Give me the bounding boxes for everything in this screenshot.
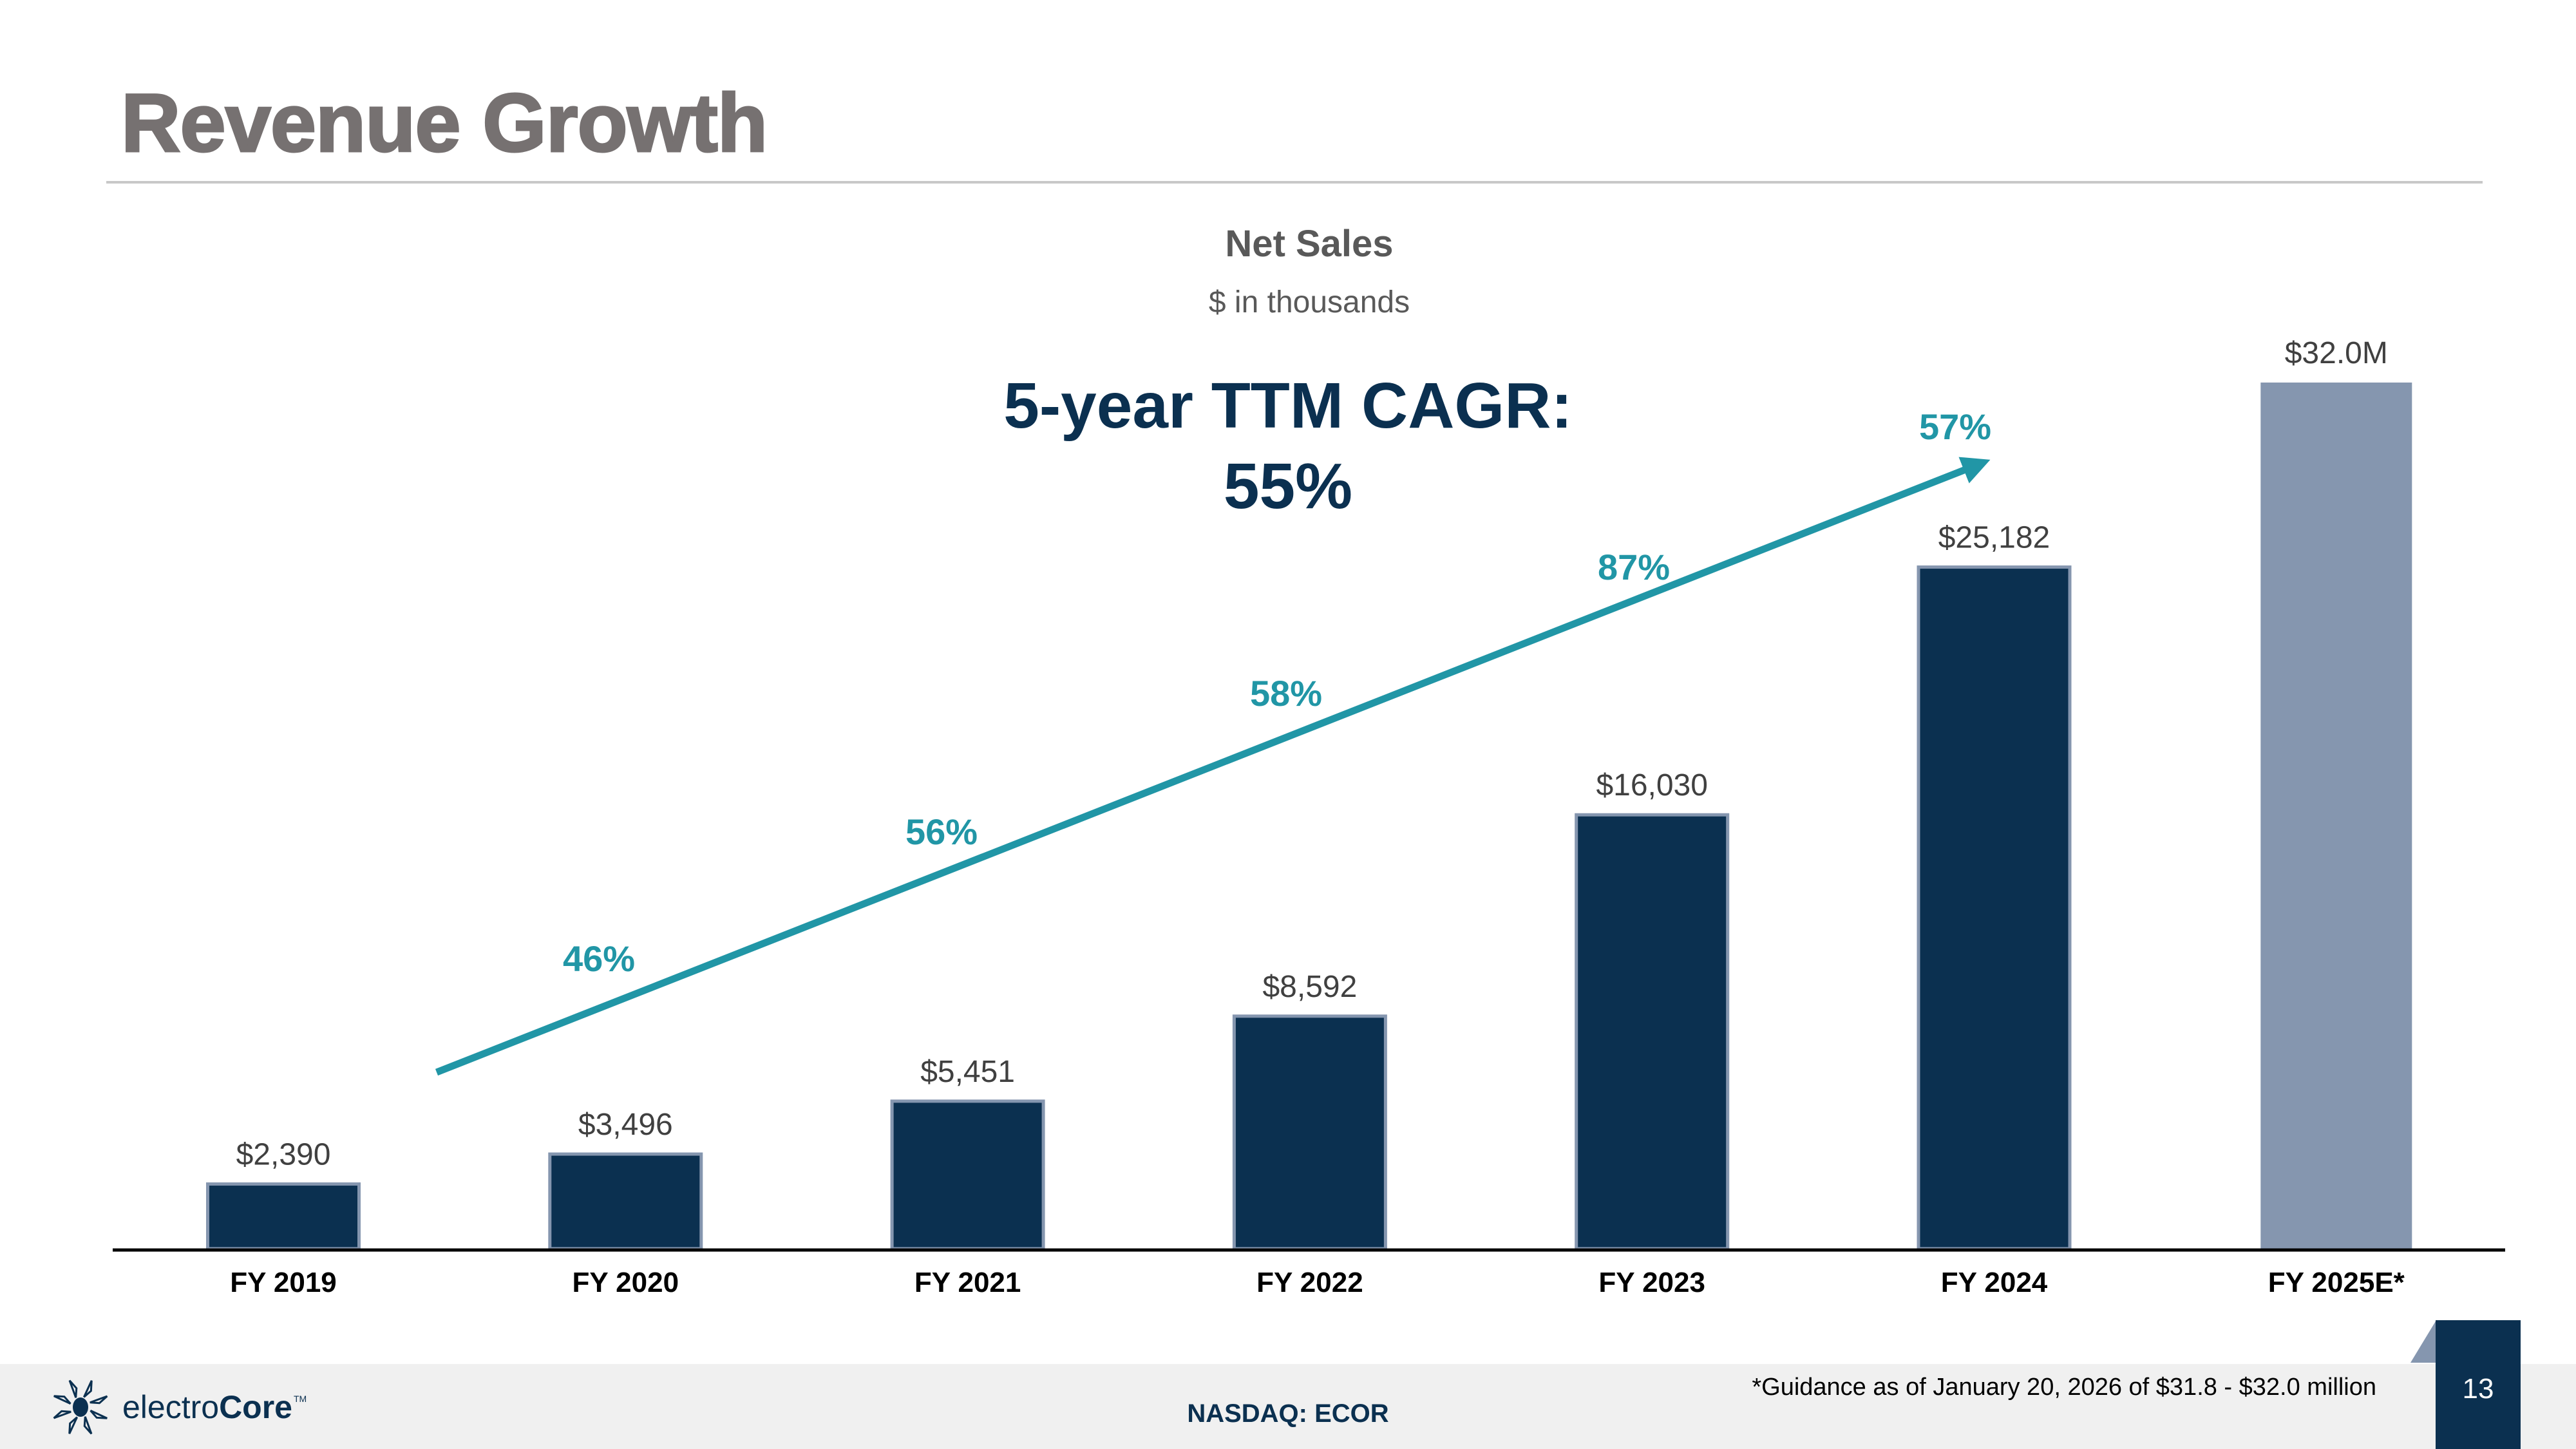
page-tab-flap bbox=[2410, 1320, 2436, 1363]
bar-value-label: $5,451 bbox=[920, 1055, 1015, 1089]
growth-rate-label: 57% bbox=[1919, 406, 1991, 447]
chart-subtitle: $ in thousands bbox=[1208, 285, 1410, 319]
logo-trademark: TM bbox=[294, 1394, 307, 1404]
category-label: FY 2020 bbox=[573, 1267, 679, 1298]
bar-value-label: $8,592 bbox=[1262, 970, 1357, 1004]
growth-rate-label: 56% bbox=[905, 811, 978, 852]
logo-text-light: electro bbox=[122, 1389, 220, 1425]
cagr-heading: 5-year TTM CAGR: bbox=[1003, 370, 1573, 442]
bar-value-label: $3,496 bbox=[578, 1108, 673, 1142]
cagr-value: 55% bbox=[1223, 450, 1353, 522]
category-label: FY 2024 bbox=[1941, 1267, 2048, 1298]
bar-fy-2019 bbox=[206, 1182, 361, 1251]
page-number-tab bbox=[2436, 1320, 2521, 1449]
category-label: FY 2022 bbox=[1256, 1267, 1363, 1298]
growth-trend-arrow bbox=[435, 457, 1991, 1076]
stock-ticker: NASDAQ: ECOR bbox=[1187, 1399, 1389, 1428]
company-logo: electroCore TM bbox=[45, 1375, 307, 1439]
growth-rate-label: 46% bbox=[563, 938, 635, 979]
bar-fy-2022 bbox=[1232, 1014, 1387, 1251]
bar-fy-2020 bbox=[548, 1152, 703, 1251]
category-label: FY 2025E* bbox=[2268, 1267, 2405, 1298]
bar-value-label: $32.0M bbox=[2285, 336, 2388, 370]
growth-layer: 46% 56% 58% 87% 57% bbox=[435, 406, 1991, 1076]
page-number: 13 bbox=[2462, 1373, 2494, 1405]
bar-value-label: $16,030 bbox=[1596, 768, 1708, 802]
bar-fy-2025e bbox=[2260, 383, 2412, 1249]
bar-value-label: $25,182 bbox=[1938, 521, 2050, 555]
chart-title: Net Sales bbox=[1225, 223, 1394, 265]
title-divider bbox=[106, 181, 2483, 184]
logo-text-bold: Core bbox=[219, 1389, 292, 1425]
bar-fy-2024 bbox=[1917, 565, 2072, 1251]
category-label: FY 2021 bbox=[914, 1267, 1021, 1298]
bar-fy-2023 bbox=[1575, 813, 1730, 1251]
bar-fy-2021 bbox=[890, 1099, 1045, 1251]
growth-rate-label: 87% bbox=[1598, 547, 1670, 587]
growth-rate-label: 58% bbox=[1250, 673, 1322, 714]
footer-band bbox=[0, 1364, 2576, 1449]
bars-layer: $2,390 FY 2019 $3,496 FY 2020 $5,451 FY 2021 $… bbox=[206, 336, 2412, 1298]
logo-wordmark: electroCore TM bbox=[122, 1388, 307, 1426]
starburst-logo-icon bbox=[53, 1379, 108, 1435]
category-label: FY 2019 bbox=[230, 1267, 337, 1298]
guidance-footnote: *Guidance as of January 20, 2026 of $31.… bbox=[1752, 1374, 2376, 1401]
slide-title: Revenue Growth bbox=[120, 77, 768, 169]
bar-value-label: $2,390 bbox=[236, 1138, 331, 1172]
category-label: FY 2023 bbox=[1598, 1267, 1705, 1298]
